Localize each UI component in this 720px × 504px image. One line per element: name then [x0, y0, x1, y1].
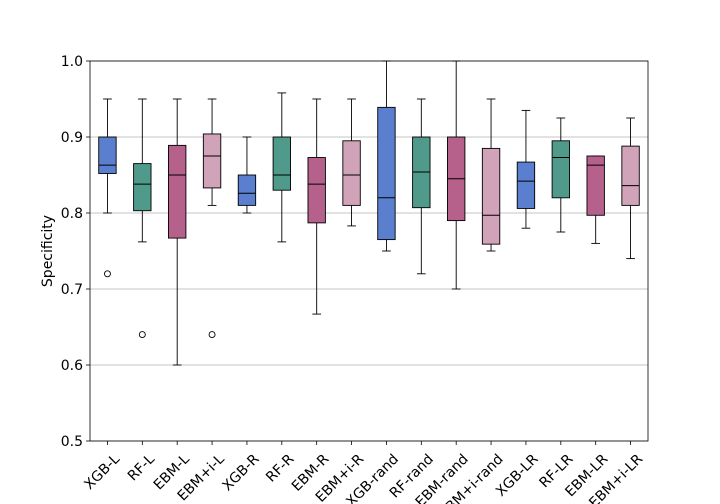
box-group: [447, 60, 466, 290]
box-group: [272, 92, 291, 243]
box-group: [168, 98, 187, 366]
box: [342, 140, 361, 206]
x-tick-label: XGB-R: [220, 451, 263, 494]
outlier-point: [138, 331, 146, 339]
box-group: [516, 109, 536, 229]
box-group: [342, 98, 361, 227]
box: [98, 136, 117, 174]
y-tick-label: 0.9: [61, 130, 83, 146]
box-group: [586, 155, 605, 244]
y-axis-ticks: 0.5 0.6 0.7 0.8 0.9 1.0: [61, 54, 90, 450]
plot-frame: [89, 60, 649, 442]
box: [377, 106, 396, 241]
box-group: [481, 98, 501, 252]
box-group: [377, 60, 396, 252]
box-group: [202, 98, 222, 339]
outlier-point: [208, 331, 216, 339]
box-group: [412, 98, 431, 275]
box: [481, 147, 501, 245]
x-tick-label: XGB-L: [81, 451, 123, 493]
box: [237, 174, 257, 206]
y-tick-label: 0.6: [61, 358, 83, 374]
box-group: [237, 136, 257, 214]
box: [307, 157, 326, 224]
box: [551, 140, 570, 199]
box: [516, 161, 536, 209]
boxes: [98, 60, 640, 366]
y-tick-label: 1.0: [61, 54, 83, 70]
box-group: [551, 117, 570, 233]
y-tick-label: 0.8: [61, 206, 83, 222]
box: [168, 144, 187, 239]
box: [133, 163, 152, 212]
box: [202, 133, 222, 189]
outlier-point: [103, 270, 111, 278]
box: [272, 136, 291, 191]
box-group: [98, 98, 117, 278]
box-group: [307, 98, 326, 315]
y-axis-label: Specificity: [40, 215, 56, 287]
box: [586, 155, 605, 216]
box-group: [133, 98, 152, 339]
y-tick-label: 0.5: [61, 434, 83, 450]
box-group: [621, 117, 640, 260]
y-tick-label: 0.7: [61, 282, 83, 298]
box: [621, 145, 640, 206]
